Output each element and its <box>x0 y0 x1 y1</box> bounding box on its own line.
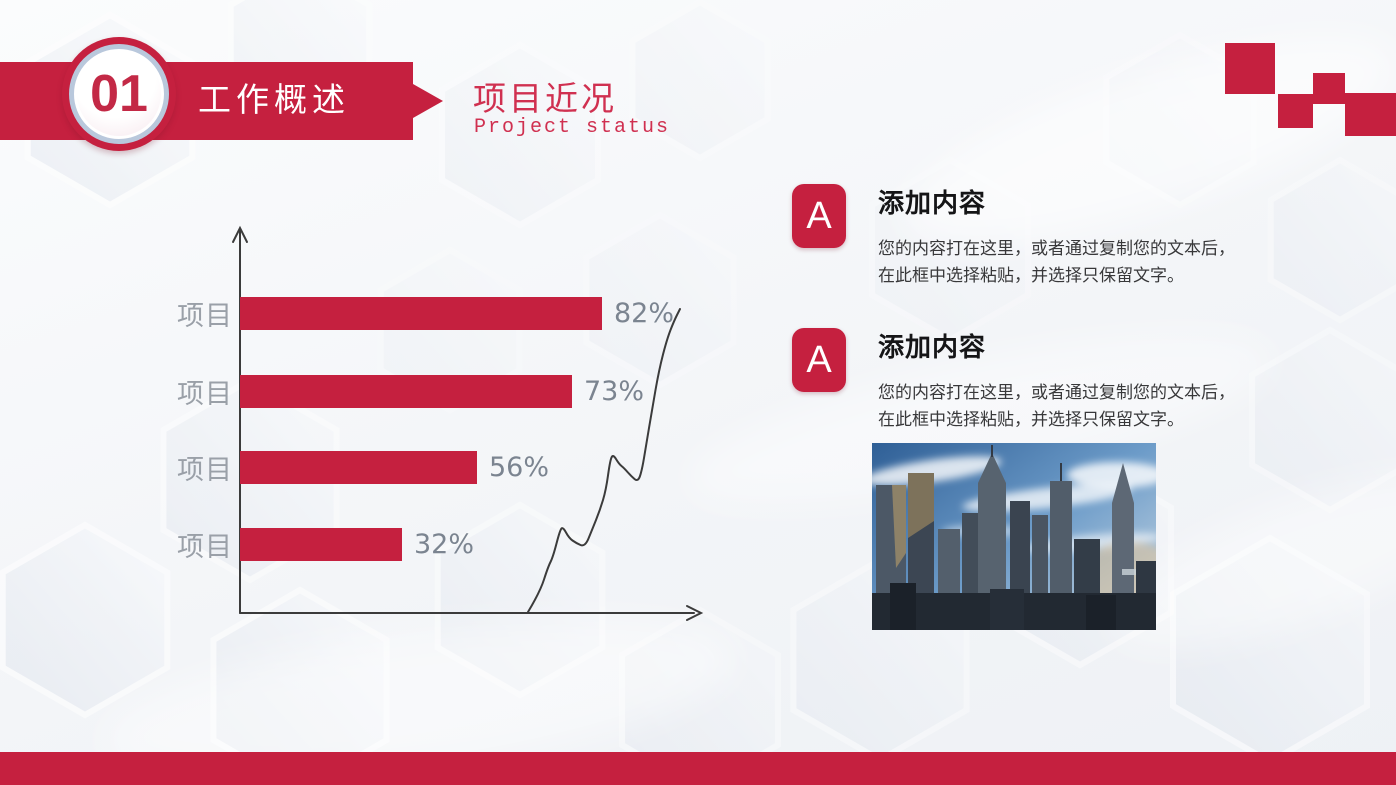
bar-32 <box>240 528 402 561</box>
block-body-line: 在此框中选择粘贴，并选择只保留文字。 <box>878 266 1184 285</box>
footer-accent-bar <box>0 752 1396 785</box>
city-skyline-illustration <box>872 443 1156 630</box>
section-number: 01 <box>90 65 148 123</box>
deco-square-mid <box>1313 73 1345 104</box>
deco-square-small <box>1278 94 1313 128</box>
deco-square-large <box>1225 43 1275 94</box>
category-label: 项目 <box>177 379 233 409</box>
letter-a-icon: A <box>792 184 846 248</box>
x-axis-arrowhead <box>686 605 704 621</box>
block-heading: 添加内容 <box>878 332 987 362</box>
deco-square-corner <box>1345 93 1396 136</box>
block-body: 您的内容打在这里，或者通过复制您的文本后， 在此框中选择粘贴，并选择只保留文字。 <box>878 235 1235 289</box>
category-label: 项目 <box>177 532 233 562</box>
block-body-line: 在此框中选择粘贴，并选择只保留文字。 <box>878 410 1184 429</box>
value-label: 82% <box>614 298 675 329</box>
value-label: 32% <box>414 529 475 560</box>
city-skyline-photo <box>872 443 1156 630</box>
content-block-1: A 添加内容 您的内容打在这里，或者通过复制您的文本后， 在此框中选择粘贴，并选… <box>792 182 1235 289</box>
buildings <box>872 445 1156 630</box>
chart-row: 项目 73% <box>170 375 645 409</box>
y-axis-arrowhead <box>232 225 248 243</box>
block-body: 您的内容打在这里，或者通过复制您的文本后， 在此框中选择粘贴，并选择只保留文字。 <box>878 379 1235 433</box>
banner-arrow-tip <box>413 84 443 118</box>
chart-row: 项目 32% <box>170 528 475 562</box>
category-label: 项目 <box>177 455 233 485</box>
letter-a-icon: A <box>792 328 846 392</box>
value-label: 73% <box>584 376 645 407</box>
section-number-badge: 01 <box>62 37 176 151</box>
chart-row: 项目 56% <box>170 451 550 485</box>
trend-line <box>527 308 681 613</box>
page-title: 项目近况 <box>473 82 617 118</box>
bar-56 <box>240 451 477 484</box>
project-bar-chart: 项目 82% 项目 73% 项目 56% 项目 32% <box>170 218 750 628</box>
category-label: 项目 <box>177 301 233 331</box>
block-body-line: 您的内容打在这里，或者通过复制您的文本后， <box>878 239 1235 258</box>
block-heading: 添加内容 <box>878 188 987 218</box>
section-number-badge-inner: 01 <box>69 44 169 144</box>
content-block-2: A 添加内容 您的内容打在这里，或者通过复制您的文本后， 在此框中选择粘贴，并选… <box>792 326 1235 433</box>
chart-row: 项目 82% <box>170 297 675 331</box>
block-body-line: 您的内容打在这里，或者通过复制您的文本后， <box>878 383 1235 402</box>
bar-73 <box>240 375 572 408</box>
value-label: 56% <box>489 452 550 483</box>
page-subtitle: Project status <box>474 116 671 139</box>
section-banner-label: 工作概述 <box>198 83 350 119</box>
chart-axes-and-trend <box>232 225 704 621</box>
bar-82 <box>240 297 602 330</box>
